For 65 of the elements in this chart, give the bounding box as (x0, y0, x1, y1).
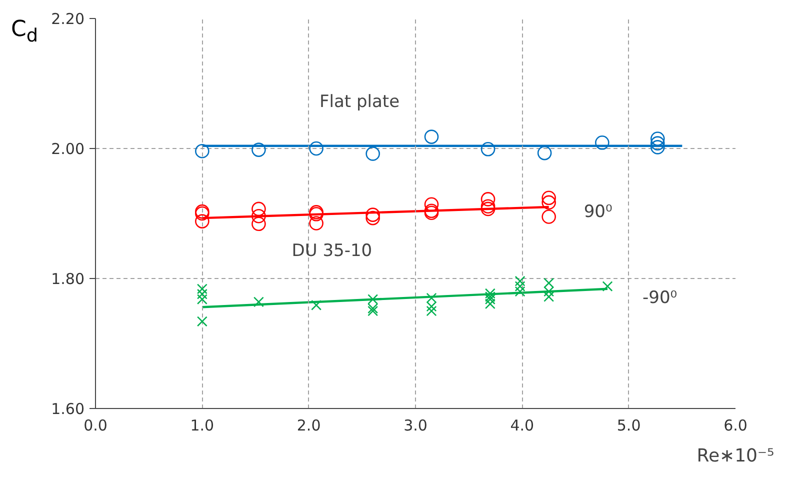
x-tick-label: 1.0 (190, 416, 214, 434)
point (426, 292, 437, 304)
point (252, 208, 266, 224)
point (480, 202, 496, 216)
y-tick-label: 2.00 (51, 140, 85, 158)
point (252, 142, 266, 157)
annotation: DU 35-10 (292, 241, 372, 262)
point (650, 140, 665, 154)
point (480, 192, 496, 206)
x-tick-label: 2.0 (296, 416, 321, 434)
x-tick-label: 3.0 (404, 416, 428, 434)
point (252, 202, 266, 216)
point (426, 306, 437, 316)
point (650, 136, 665, 150)
point (514, 281, 526, 292)
y-tick-label: 2.20 (51, 10, 85, 28)
x-tick-label: 5.0 (616, 416, 641, 434)
point (252, 216, 266, 232)
point (595, 136, 610, 150)
x-tick-label: 4.0 (510, 416, 534, 434)
point (424, 130, 439, 144)
point (514, 276, 526, 286)
series-label: 90⁰ (584, 202, 612, 222)
point (368, 294, 378, 305)
point (196, 288, 208, 300)
point (544, 278, 554, 288)
y-tick-label: 1.60 (51, 400, 85, 418)
point (602, 281, 613, 292)
point (484, 294, 496, 305)
point (484, 291, 496, 302)
point (542, 190, 556, 206)
point (366, 208, 380, 222)
point (480, 199, 496, 214)
y-tick-label: 1.80 (51, 270, 85, 288)
series-label: Flat plate (320, 92, 400, 112)
point (650, 132, 665, 146)
x-tick-label: 0.0 (84, 416, 108, 434)
point (484, 288, 496, 299)
point (366, 146, 380, 161)
point (366, 210, 380, 226)
point (368, 303, 378, 314)
point (196, 316, 208, 327)
point (196, 284, 208, 294)
point (253, 296, 264, 308)
point (484, 298, 496, 310)
point (195, 144, 210, 158)
point (309, 216, 324, 230)
point (542, 210, 556, 224)
point (195, 214, 210, 228)
point (196, 294, 208, 305)
point (544, 291, 554, 302)
point (309, 141, 324, 156)
x-axis-title: Re∗10⁻⁵ (696, 446, 774, 466)
point (544, 286, 554, 297)
point (424, 197, 439, 212)
point (537, 146, 552, 160)
point (368, 306, 378, 316)
point (542, 195, 556, 210)
x-tick-label: 6.0 (724, 416, 748, 434)
point (514, 286, 526, 297)
y-axis-title: C$_{d}$ (11, 16, 38, 48)
point (311, 300, 322, 310)
series-label: -90⁰ (642, 288, 678, 308)
point (480, 142, 496, 156)
point (426, 301, 437, 312)
